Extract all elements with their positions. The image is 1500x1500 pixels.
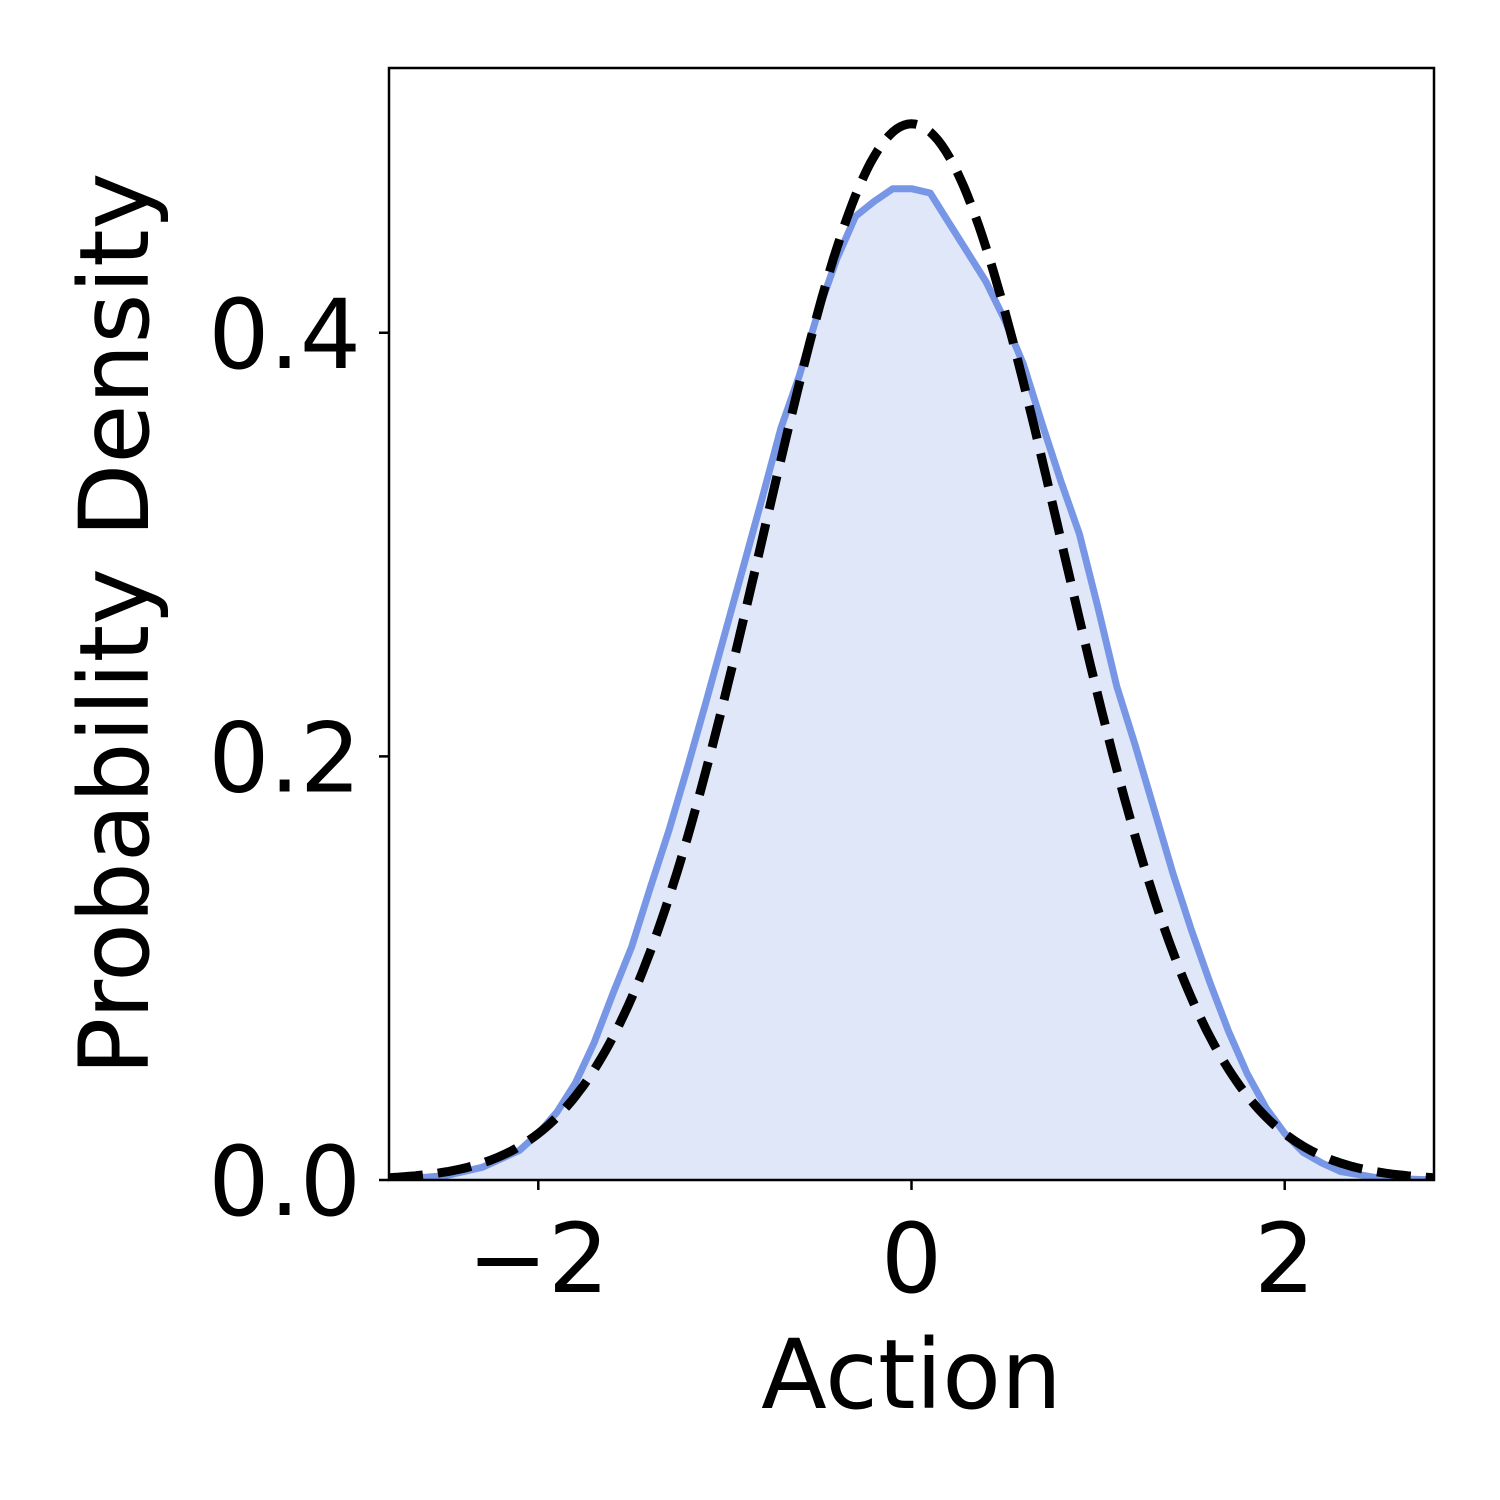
x-axis-label: Action: [761, 1319, 1062, 1431]
y-tick-label: 0.2: [208, 702, 361, 814]
density-line: [389, 185, 1434, 1180]
y-axis-label: Probability Density: [59, 173, 171, 1076]
x-tick-label: −2: [468, 1203, 610, 1315]
x-tick-label: 2: [1254, 1203, 1315, 1315]
y-tick-label: 0.4: [208, 279, 361, 391]
reference-normal-dashed-line: [389, 119, 1434, 1180]
density-fill-area: [389, 188, 1434, 1180]
x-tick-label: 0: [881, 1203, 942, 1315]
y-tick-label: 0.0: [208, 1126, 361, 1238]
